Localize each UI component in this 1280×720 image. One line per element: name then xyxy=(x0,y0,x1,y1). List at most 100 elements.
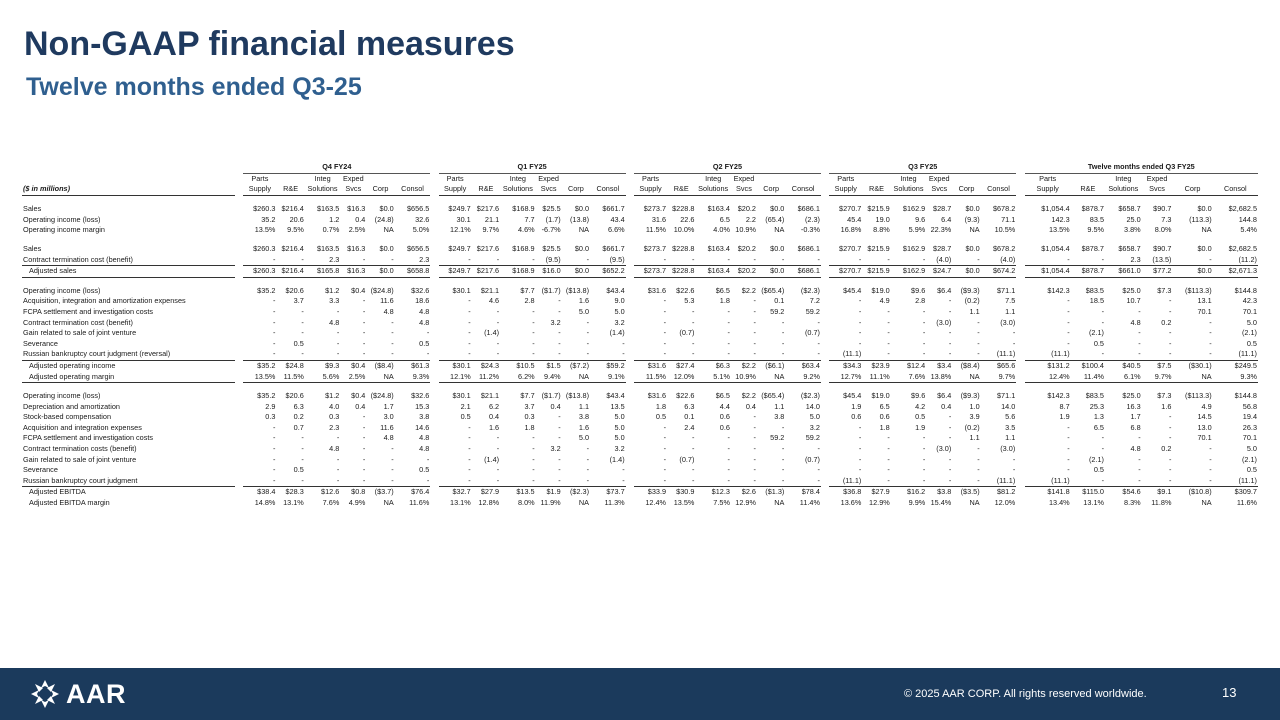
table-cell: - xyxy=(727,306,730,316)
table-cell: $28.7 xyxy=(933,204,952,214)
column-header: Solutions xyxy=(695,184,731,197)
table-cell: 1.8 xyxy=(879,422,890,432)
table-cell: 12.8% xyxy=(478,498,500,508)
table-cell: 2.2 xyxy=(745,214,756,224)
table-cell: - xyxy=(727,475,730,485)
table-cell: $2,671.3 xyxy=(1212,265,1258,278)
table-cell: $661.7 xyxy=(602,204,625,214)
table-cell: 0.5 xyxy=(293,465,304,475)
table-cell: (11.1) xyxy=(842,349,862,359)
table-cell: - xyxy=(817,338,820,348)
table-cell: - xyxy=(1138,338,1141,348)
table-cell: 1.7 xyxy=(383,401,394,411)
table-cell: - xyxy=(391,317,394,327)
spacer-cell xyxy=(821,173,829,184)
table-cell: 4.8 xyxy=(1130,444,1141,454)
table-cell: $228.8 xyxy=(672,243,695,253)
table-cell: - xyxy=(426,349,430,359)
table-cell: - xyxy=(558,465,561,475)
table-cell: 5.0 xyxy=(578,433,590,443)
spacer-cell xyxy=(430,412,438,423)
table-cell: $142.3 xyxy=(1047,391,1070,401)
table-cell: $168.9 xyxy=(512,204,535,214)
table-cell: $35.2 xyxy=(257,285,276,295)
table-cell: 4.8 xyxy=(419,433,430,443)
table-cell: - xyxy=(558,412,561,422)
table-cell: - xyxy=(948,328,952,338)
table-cell: - xyxy=(362,254,366,264)
spacer-cell xyxy=(821,339,829,350)
table-cell: (2.3) xyxy=(804,214,820,224)
spacer-cell xyxy=(1016,184,1024,196)
table-cell: 1.0 xyxy=(969,401,980,411)
table-cell: - xyxy=(301,444,304,454)
table-cell: NA xyxy=(952,371,981,384)
table-cell: $215.9 xyxy=(867,243,890,253)
table-cell: - xyxy=(1067,433,1070,443)
table-cell: 14.5 xyxy=(1197,412,1212,422)
table-row: Adjusted EBITDA margin 14.8% 13.1% 7.6% 4.9%… xyxy=(22,498,1258,509)
table-cell: 1.8 xyxy=(524,422,535,432)
spacer-cell xyxy=(235,215,243,226)
column-header: Consol xyxy=(394,184,431,197)
table-cell: 0.6 xyxy=(851,412,862,422)
table-cell: 2.8 xyxy=(915,296,926,306)
table-cell: 12.1% xyxy=(450,225,471,235)
table-cell: $168.9 xyxy=(500,265,536,278)
table-cell: 5.0 xyxy=(578,306,590,316)
table-cell: NA xyxy=(578,498,590,508)
table-cell: - xyxy=(977,465,980,475)
table-cell: 11.6% xyxy=(409,498,430,508)
table-cell: - xyxy=(753,328,756,338)
column-header xyxy=(590,173,626,184)
table-cell: $43.4 xyxy=(606,285,625,295)
table-cell: $30.1 xyxy=(452,285,471,295)
table-cell: 4.4 xyxy=(719,401,730,411)
table-cell: 0.4 xyxy=(745,401,756,411)
table-cell: $878.7 xyxy=(1081,204,1104,214)
table-cell: 9.4% xyxy=(535,371,562,384)
table-cell: 0.2 xyxy=(293,412,304,422)
table-cell: 59.2 xyxy=(770,433,785,443)
table-cell: - xyxy=(272,306,276,316)
table-cell: - xyxy=(558,422,561,432)
table-cell: - xyxy=(922,454,926,464)
spacer-cell xyxy=(626,498,634,509)
table-cell: (24.8) xyxy=(374,214,394,224)
table-cell: $215.9 xyxy=(862,265,891,278)
table-cell: - xyxy=(1209,465,1212,475)
table-cell: - xyxy=(1209,317,1212,327)
table-cell: (0.2) xyxy=(964,296,980,306)
spacer-cell xyxy=(1016,307,1024,318)
spacer-cell xyxy=(430,444,438,455)
column-header xyxy=(395,173,431,184)
spacer-cell xyxy=(821,307,829,318)
table-cell: (0.7) xyxy=(679,454,695,464)
table-cell: 13.5% xyxy=(1048,225,1070,235)
column-header-row: Parts Integ Exped Parts Integ Exped Parts Integ… xyxy=(22,173,1258,184)
table-cell: - xyxy=(1101,306,1104,316)
table-cell: - xyxy=(272,422,276,432)
table-cell: $0.0 xyxy=(379,243,394,253)
spacer-cell xyxy=(821,498,829,509)
table-cell: - xyxy=(336,338,340,348)
table-cell: 5.0 xyxy=(614,433,625,443)
spacer-cell xyxy=(1016,286,1024,297)
spacer-cell xyxy=(235,349,243,360)
table-cell: 1.2 xyxy=(329,214,340,224)
spacer-cell xyxy=(235,487,243,498)
table-cell: - xyxy=(496,254,500,264)
spacer-cell xyxy=(626,215,634,226)
spacer-cell xyxy=(821,402,829,413)
table-cell: - xyxy=(1067,306,1070,316)
table-row: Gain related to sale of joint venture - - -… xyxy=(22,328,1258,339)
table-cell: $216.4 xyxy=(281,204,304,214)
spacer-cell xyxy=(430,487,438,498)
column-header: R&E xyxy=(471,184,501,197)
table-cell: - xyxy=(468,475,471,485)
table-cell: ($24.8) xyxy=(370,391,394,401)
table-cell: - xyxy=(301,317,304,327)
spacer-cell xyxy=(626,455,634,466)
table-cell: $12.6 xyxy=(304,486,341,499)
spacer-cell xyxy=(235,173,243,184)
